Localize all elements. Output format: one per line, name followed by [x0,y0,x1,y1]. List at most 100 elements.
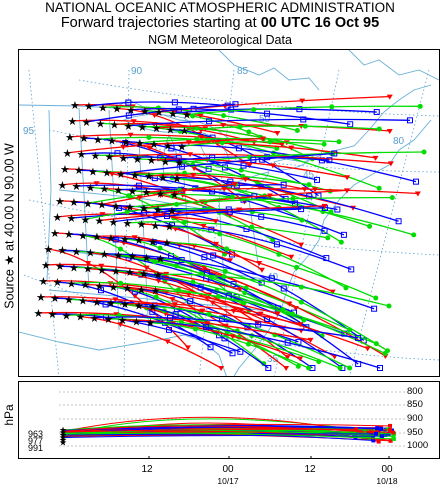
trajectory-marker [131,235,138,241]
trajectory-marker [237,348,244,355]
pressure-marker [388,438,393,443]
trajectory-line [137,239,333,293]
trajectory-marker [197,284,204,291]
trajectory-marker [175,155,182,162]
trajectory-marker [334,206,341,213]
trajectory-marker [347,121,354,128]
trajectory-line [133,172,310,186]
source-star-icon: ★ [67,212,77,225]
trajectory-marker [376,126,382,132]
source-star-icon: ★ [128,250,138,263]
source-star-icon: ★ [158,171,168,184]
trajectory-marker [246,129,252,135]
trajectory-marker [266,193,273,199]
source-star-icon: ★ [144,170,154,183]
trajectory-marker [288,145,295,151]
source-star-icon: ★ [114,249,124,262]
trajectory-line [121,319,301,360]
source-star-icon: ★ [109,281,119,294]
trajectory-marker [220,123,227,129]
source-star-icon: ★ [142,186,152,199]
trajectory-marker [178,257,185,264]
source-star-icon: ★ [126,104,136,117]
trajectory-marker [178,163,185,170]
source-star-icon: ★ [156,253,166,266]
trajectory-line [178,151,425,164]
trajectory-marker [230,308,237,314]
pressure-traces: ★★★★★★ [59,416,396,449]
trajectory-marker [213,241,220,247]
pressure-marker [374,431,379,436]
source-star-icon: ★ [92,296,102,309]
trajectory-marker [316,359,322,365]
trajectory-marker [338,239,344,245]
source-star-icon: ★ [162,237,172,250]
trajectory-marker [355,334,362,341]
trajectory-marker [377,365,384,371]
trajectory-line [68,134,283,145]
trajectory-marker [298,206,305,213]
trajectory-line [73,103,278,134]
source-star-icon: ★ [125,266,135,279]
trajectory-marker [231,181,238,187]
trajectory-marker [201,254,208,261]
trajectory-marker [373,295,379,301]
x-tick-00-day2: 00 [222,464,234,475]
trajectory-line [79,315,222,369]
trajectory-marker [329,104,335,110]
pressure-profile-canvas: ★★★★★★ [59,391,407,458]
trajectory-marker [190,279,196,285]
pressure-marker [391,434,396,439]
trajectory-line [108,153,391,164]
trajectory-marker [191,166,198,172]
source-star-icon: ★ [116,168,126,181]
title-trajectories-prefix: Forward trajectories starting at [60,15,261,31]
source-star-icon: ★ [111,265,121,278]
pressure-trace [63,432,394,440]
trajectory-line [109,237,262,284]
trajectory-marker [228,106,235,113]
trajectory-marker [127,132,134,138]
state-lines-west [46,107,150,336]
trajectory-marker [251,107,257,113]
title-start-time: 00 UTC 16 Oct 95 [260,15,380,31]
source-star-icon: ★ [36,291,46,304]
trajectory-marker [280,285,287,292]
lon-label-85: 85 [237,66,249,77]
trajectory-marker [302,123,308,129]
hudson-bay-coast [218,50,320,91]
trajectory-marker [204,321,211,327]
trajectory-marker [192,326,198,332]
trajectory-marker [206,118,213,125]
trajectory-marker [325,235,331,241]
trajectory-marker [203,324,210,331]
pressure-level-1000: 1000 [407,440,429,451]
trajectory-line [123,302,301,325]
trajectory-marker [198,135,205,141]
source-star-icon: ★ [161,155,171,168]
trajectory-marker [112,297,119,303]
source-star-icon: ★ [63,147,73,160]
trajectory-marker [298,299,304,305]
source-star-icon: ★ [64,228,74,241]
source-star-icon: ★ [125,201,135,214]
trajectory-line [66,137,264,154]
trajectory-line [75,184,296,205]
source-star-icon: ★ [82,116,92,129]
trajectory-line [141,125,333,155]
trajectory-marker [222,268,228,274]
source-star-icon: ★ [128,185,138,198]
source-star-icon: ★ [68,115,78,128]
trajectory-marker [348,266,355,273]
source-star-icon: ★ [2,254,17,266]
trajectory-marker [174,263,180,269]
trajectory-marker [294,127,300,133]
source-star-icon: ★ [142,251,152,264]
source-word: Source [2,269,17,309]
trajectory-marker [143,265,150,271]
trajectory-marker [221,186,228,192]
source-star-icon: ★ [168,107,178,120]
trajectory-marker [206,311,212,317]
x-date-1018: 10/18 [376,476,398,486]
source-star-icon: ★ [151,219,161,232]
